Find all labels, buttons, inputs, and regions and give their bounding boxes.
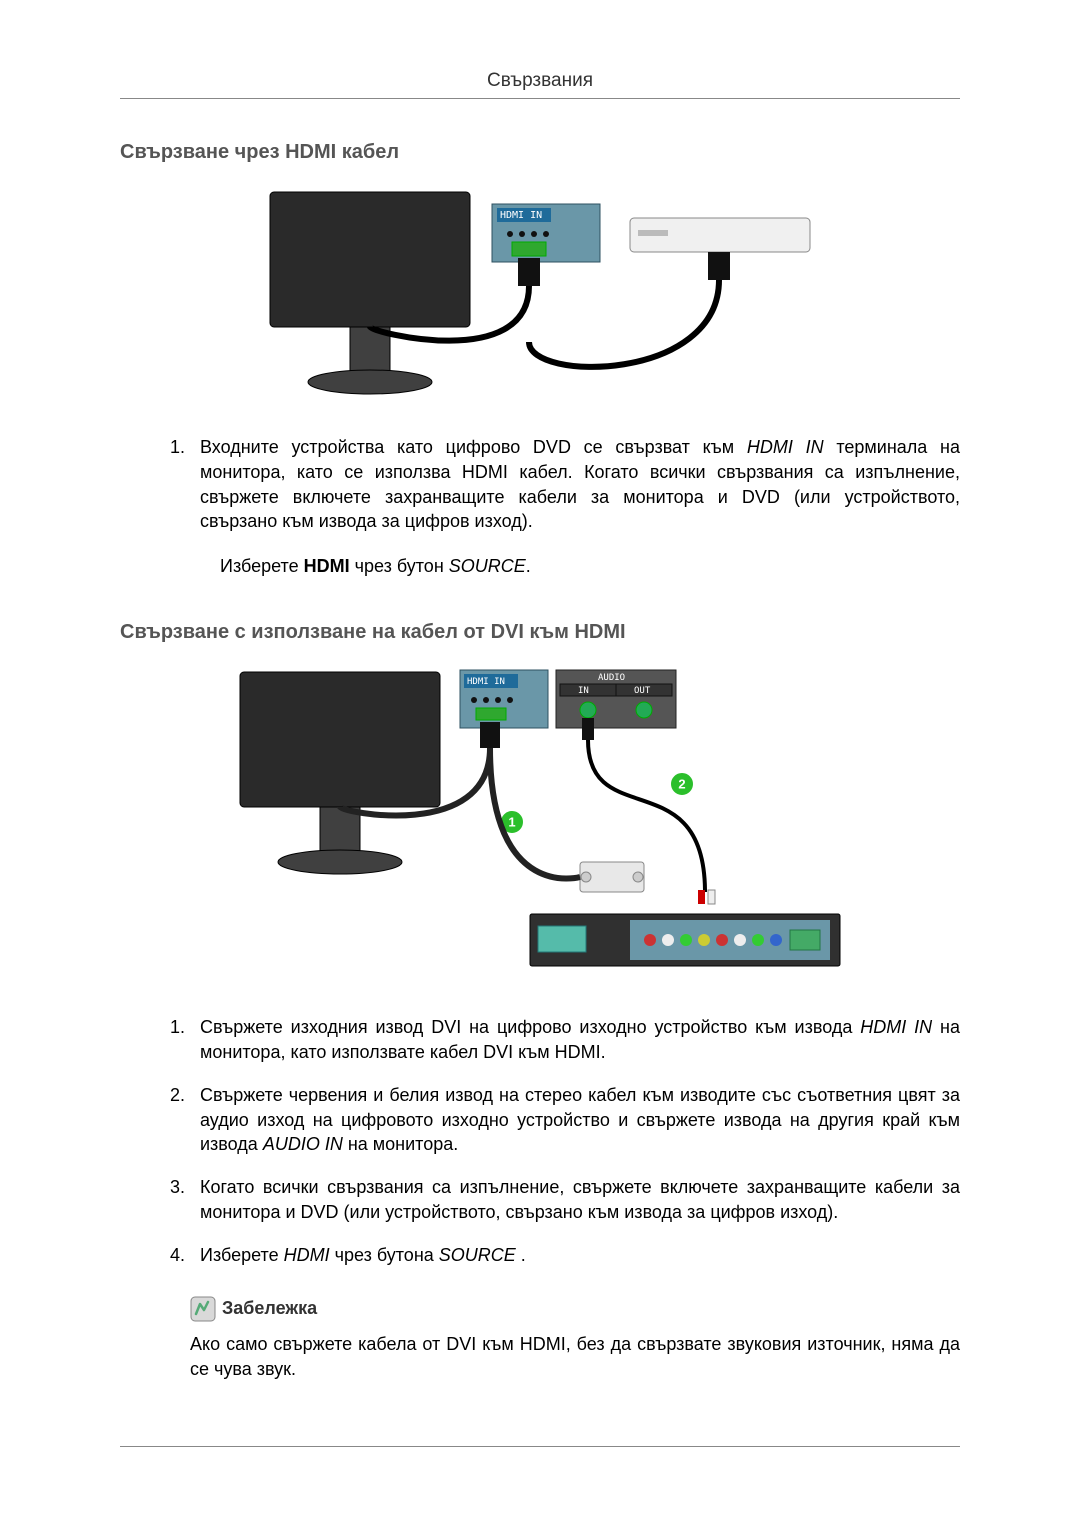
- list-item: Свържете червения и белия извод на стере…: [190, 1083, 960, 1157]
- marker-2: 2: [678, 777, 685, 792]
- marker-1: 1: [508, 815, 515, 830]
- audio-out-label: OUT: [634, 686, 651, 696]
- section2-diagram: HDMI IN AUDIO IN OUT 1 2: [120, 662, 960, 987]
- hdmi-diagram-icon: HDMI IN: [260, 182, 820, 402]
- list-item: Свържете изходния извод DVI на цифрово и…: [190, 1015, 960, 1065]
- hdmi-in-label: HDMI IN: [467, 677, 505, 687]
- section2-steps: Свържете изходния извод DVI на цифрово и…: [190, 1015, 960, 1268]
- note-icon: [190, 1296, 216, 1322]
- section1-poststep: Изберете HDMI чрез бутон SOURCE.: [220, 554, 960, 579]
- dvi-hdmi-diagram-icon: HDMI IN AUDIO IN OUT 1 2: [230, 662, 850, 982]
- divider-bottom: [120, 1446, 960, 1447]
- audio-in-label: IN: [578, 686, 589, 696]
- step-text: Входните устройства като цифрово DVD се …: [200, 437, 960, 531]
- note-row: Забележка: [190, 1296, 960, 1322]
- section1-steps: Входните устройства като цифрово DVD се …: [190, 435, 960, 534]
- note-label: Забележка: [222, 1298, 317, 1319]
- section1-diagram: HDMI IN: [120, 182, 960, 407]
- list-item: Изберете HDMI чрез бутона SOURCE .: [190, 1243, 960, 1268]
- hdmi-in-label: HDMI IN: [500, 210, 542, 221]
- page-header-title: Свързвания: [120, 70, 960, 92]
- audio-label: AUDIO: [598, 673, 625, 683]
- divider-top: [120, 98, 960, 99]
- list-item: Когато всички свързвания са изпълнение, …: [190, 1175, 960, 1225]
- note-body: Ако само свържете кабела от DVI към HDMI…: [190, 1332, 960, 1382]
- list-item: Входните устройства като цифрово DVD се …: [190, 435, 960, 534]
- section2-heading: Свързване с използване на кабел от DVI к…: [120, 621, 960, 644]
- section1-heading: Свързване чрез HDMI кабел: [120, 141, 960, 164]
